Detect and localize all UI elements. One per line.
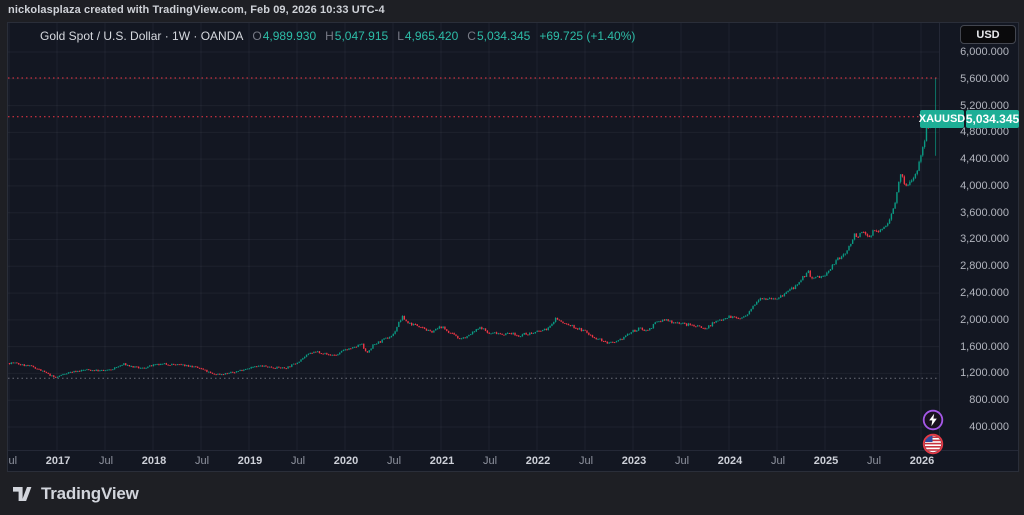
time-axis-label: Jul	[578, 455, 594, 467]
time-axis-label: 2017	[45, 455, 71, 467]
time-axis-label: 2022	[525, 455, 551, 467]
us-flag-badge[interactable]	[922, 433, 944, 455]
ohlc-close: C 5,034.345	[467, 29, 531, 43]
time-axis-label: 2019	[237, 455, 263, 467]
time-axis-label: 2021	[429, 455, 455, 467]
price-change: +69.725 (+1.40%)	[539, 29, 636, 43]
price-axis-label: 1,600.000	[960, 340, 1009, 353]
symbol-price-label: XAUUSD	[919, 110, 965, 128]
ohlc-high: H 5,047.915	[325, 29, 389, 43]
time-axis-label: Jul	[386, 455, 402, 467]
time-axis-label: 2020	[333, 455, 359, 467]
lightning-icon	[922, 409, 944, 431]
time-axis-label: 2018	[141, 455, 167, 467]
time-axis-label: Jul	[482, 455, 498, 467]
ohlc-open: O 4,989.930	[252, 29, 317, 43]
last-price-label: 5,034.345	[965, 110, 1020, 128]
price-axis-label: 5,200.000	[960, 99, 1009, 112]
price-axis-label: 1,200.000	[960, 367, 1009, 380]
time-axis-label: Jul	[8, 455, 18, 467]
tradingview-logo[interactable]: TradingView	[10, 483, 139, 505]
time-axis-label: Jul	[770, 455, 786, 467]
price-axis-label: 4,000.000	[960, 179, 1009, 192]
time-axis-label: 2026	[909, 455, 935, 467]
tradingview-glyph-icon	[13, 487, 32, 501]
time-axis-label: 2024	[717, 455, 743, 467]
currency-button[interactable]: USD	[960, 25, 1016, 44]
price-axis-label: 2,400.000	[960, 287, 1009, 300]
price-axis-label: 4,800.000	[960, 126, 1009, 139]
price-axis[interactable]: 6,000.000 5,600.000 5,200.000 4,800.000 4,40…	[939, 23, 1018, 450]
us-flag-icon	[922, 433, 944, 455]
time-axis-label: 2025	[813, 455, 839, 467]
symbol-legend[interactable]: Gold Spot / U.S. Dollar · 1W · OANDA O 4,…	[40, 28, 635, 44]
time-axis[interactable]: Jul 2017 Jul 2018 Jul 2019 Jul 2020 Jul 2021 Jul 20…	[8, 450, 1018, 471]
price-axis-label: 6,000.000	[960, 46, 1009, 58]
tradingview-wordmark: TradingView	[41, 484, 139, 503]
time-axis-label: Jul	[290, 455, 306, 467]
price-axis-label: 400.000	[969, 420, 1009, 433]
ohlc-low: L 4,965.420	[397, 29, 459, 43]
price-axis-label: 3,200.000	[960, 233, 1009, 246]
time-axis-label: Jul	[194, 455, 210, 467]
price-axis-label: 3,600.000	[960, 206, 1009, 219]
time-axis-label: Jul	[98, 455, 114, 467]
price-axis-label: 2,000.000	[960, 313, 1009, 326]
attribution-text: nickolasplaza created with TradingView.c…	[8, 4, 385, 16]
time-axis-label: 2023	[621, 455, 647, 467]
lightning-badge[interactable]	[922, 409, 944, 431]
candlestick-chart[interactable]	[8, 23, 939, 451]
price-axis-label: 4,400.000	[960, 153, 1009, 166]
chart-widget: Gold Spot / U.S. Dollar · 1W · OANDA O 4,…	[7, 22, 1019, 472]
price-axis-label: 800.000	[969, 394, 1009, 407]
time-axis-label: Jul	[866, 455, 882, 467]
price-axis-label: 5,600.000	[960, 72, 1009, 85]
price-axis-label: 2,800.000	[960, 260, 1009, 273]
time-axis-label: Jul	[674, 455, 690, 467]
symbol-title: Gold Spot / U.S. Dollar · 1W · OANDA	[40, 29, 244, 43]
